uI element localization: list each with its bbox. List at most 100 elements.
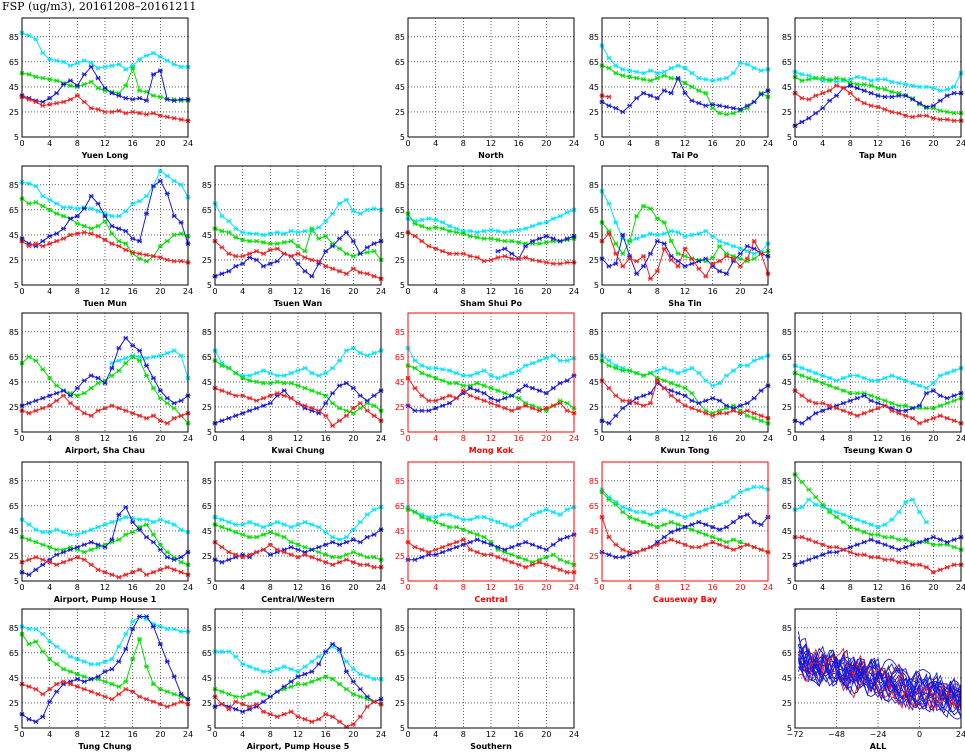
x-tick-label: 12 bbox=[100, 434, 110, 443]
panel-frame bbox=[794, 312, 962, 433]
data-point-cyan bbox=[751, 251, 757, 257]
data-point-cyan bbox=[33, 36, 39, 42]
data-point-green bbox=[33, 199, 39, 205]
data-point-red bbox=[910, 562, 916, 568]
data-point-blue bbox=[364, 398, 370, 404]
data-point-red bbox=[799, 95, 805, 101]
data-point-green bbox=[937, 403, 943, 409]
data-point-blue bbox=[620, 405, 626, 411]
data-point-red bbox=[302, 552, 308, 558]
data-point-red bbox=[682, 542, 688, 548]
data-point-green bbox=[820, 75, 826, 81]
data-point-blue bbox=[81, 72, 87, 77]
data-point-red bbox=[550, 564, 556, 570]
data-point-cyan bbox=[606, 358, 612, 363]
data-point-cyan bbox=[157, 353, 163, 358]
data-point-green bbox=[281, 380, 287, 386]
data-point-red bbox=[116, 405, 122, 411]
x-tick-label: 4 bbox=[47, 730, 52, 739]
data-point-green bbox=[343, 686, 349, 692]
y-tick-label: 45 bbox=[782, 83, 792, 92]
data-point-cyan bbox=[944, 370, 950, 376]
data-point-green bbox=[426, 226, 432, 231]
data-point-green bbox=[710, 105, 716, 111]
x-tick-label: 0 bbox=[405, 583, 410, 592]
data-point-blue bbox=[447, 400, 452, 406]
data-point-green bbox=[88, 547, 94, 553]
data-point-cyan bbox=[295, 368, 301, 373]
data-point-green bbox=[288, 238, 294, 244]
data-point-red bbox=[33, 686, 39, 692]
data-point-blue bbox=[309, 669, 315, 674]
data-point-cyan bbox=[557, 512, 563, 517]
data-point-cyan bbox=[137, 517, 143, 522]
data-point-green bbox=[323, 233, 329, 239]
y-tick-label: 85 bbox=[782, 477, 792, 486]
x-tick-label: 20 bbox=[735, 287, 745, 296]
data-point-blue bbox=[550, 542, 556, 548]
data-point-cyan bbox=[703, 228, 709, 234]
y-tick-label: 25 bbox=[9, 403, 19, 412]
data-point-blue bbox=[40, 238, 46, 244]
data-point-red bbox=[882, 403, 888, 409]
data-point-blue bbox=[260, 403, 266, 409]
data-point-green bbox=[309, 226, 315, 231]
data-point-cyan bbox=[654, 368, 660, 373]
data-point-cyan bbox=[840, 512, 846, 517]
x-tick-label: 8 bbox=[75, 434, 80, 443]
x-tick-label: 16 bbox=[708, 583, 718, 592]
data-point-cyan bbox=[171, 61, 177, 67]
data-point-cyan bbox=[543, 220, 549, 225]
data-point-green bbox=[226, 527, 232, 532]
x-tick-label: 16 bbox=[321, 730, 331, 739]
data-point-blue bbox=[144, 211, 149, 216]
all-trace-line bbox=[798, 647, 962, 710]
data-point-red bbox=[696, 544, 702, 550]
y-tick-label: 25 bbox=[395, 699, 405, 708]
x-tick-label: 24 bbox=[763, 434, 773, 443]
data-point-blue bbox=[937, 537, 943, 543]
y-tick-label: 25 bbox=[589, 552, 599, 561]
data-point-green bbox=[302, 248, 308, 254]
data-point-red bbox=[910, 114, 916, 120]
data-point-green bbox=[813, 75, 819, 81]
data-point-green bbox=[606, 497, 612, 502]
data-point-green bbox=[433, 519, 439, 525]
data-point-red bbox=[875, 104, 881, 110]
data-point-cyan bbox=[923, 84, 929, 90]
data-point-red bbox=[896, 110, 902, 116]
data-point-red bbox=[758, 251, 764, 257]
data-point-cyan bbox=[806, 73, 812, 78]
data-point-blue bbox=[606, 263, 612, 269]
data-point-blue bbox=[254, 405, 259, 411]
data-point-green bbox=[641, 519, 646, 525]
data-point-cyan bbox=[613, 220, 619, 225]
x-tick-label: 24 bbox=[376, 434, 386, 443]
data-point-cyan bbox=[710, 383, 716, 389]
data-point-blue bbox=[668, 90, 674, 96]
data-point-cyan bbox=[74, 656, 80, 662]
data-point-blue bbox=[337, 236, 342, 242]
data-point-green bbox=[171, 691, 177, 697]
data-point-green bbox=[116, 368, 122, 373]
data-point-red bbox=[88, 689, 94, 695]
data-point-cyan bbox=[123, 631, 129, 637]
data-point-cyan bbox=[896, 509, 902, 515]
data-point-cyan bbox=[281, 522, 287, 527]
data-point-cyan bbox=[882, 375, 888, 381]
data-point-red bbox=[33, 554, 39, 560]
data-point-green bbox=[460, 527, 466, 532]
data-point-blue bbox=[917, 539, 922, 545]
data-point-blue bbox=[509, 251, 515, 257]
series-line-red bbox=[407, 377, 575, 414]
y-tick-label: 5 bbox=[207, 577, 212, 586]
data-point-red bbox=[337, 268, 342, 274]
data-point-red bbox=[868, 554, 874, 560]
y-tick-label: 65 bbox=[589, 206, 599, 215]
data-point-blue bbox=[820, 105, 826, 111]
data-point-green bbox=[40, 649, 46, 654]
x-tick-label: 24 bbox=[569, 139, 579, 148]
data-point-green bbox=[88, 226, 94, 231]
